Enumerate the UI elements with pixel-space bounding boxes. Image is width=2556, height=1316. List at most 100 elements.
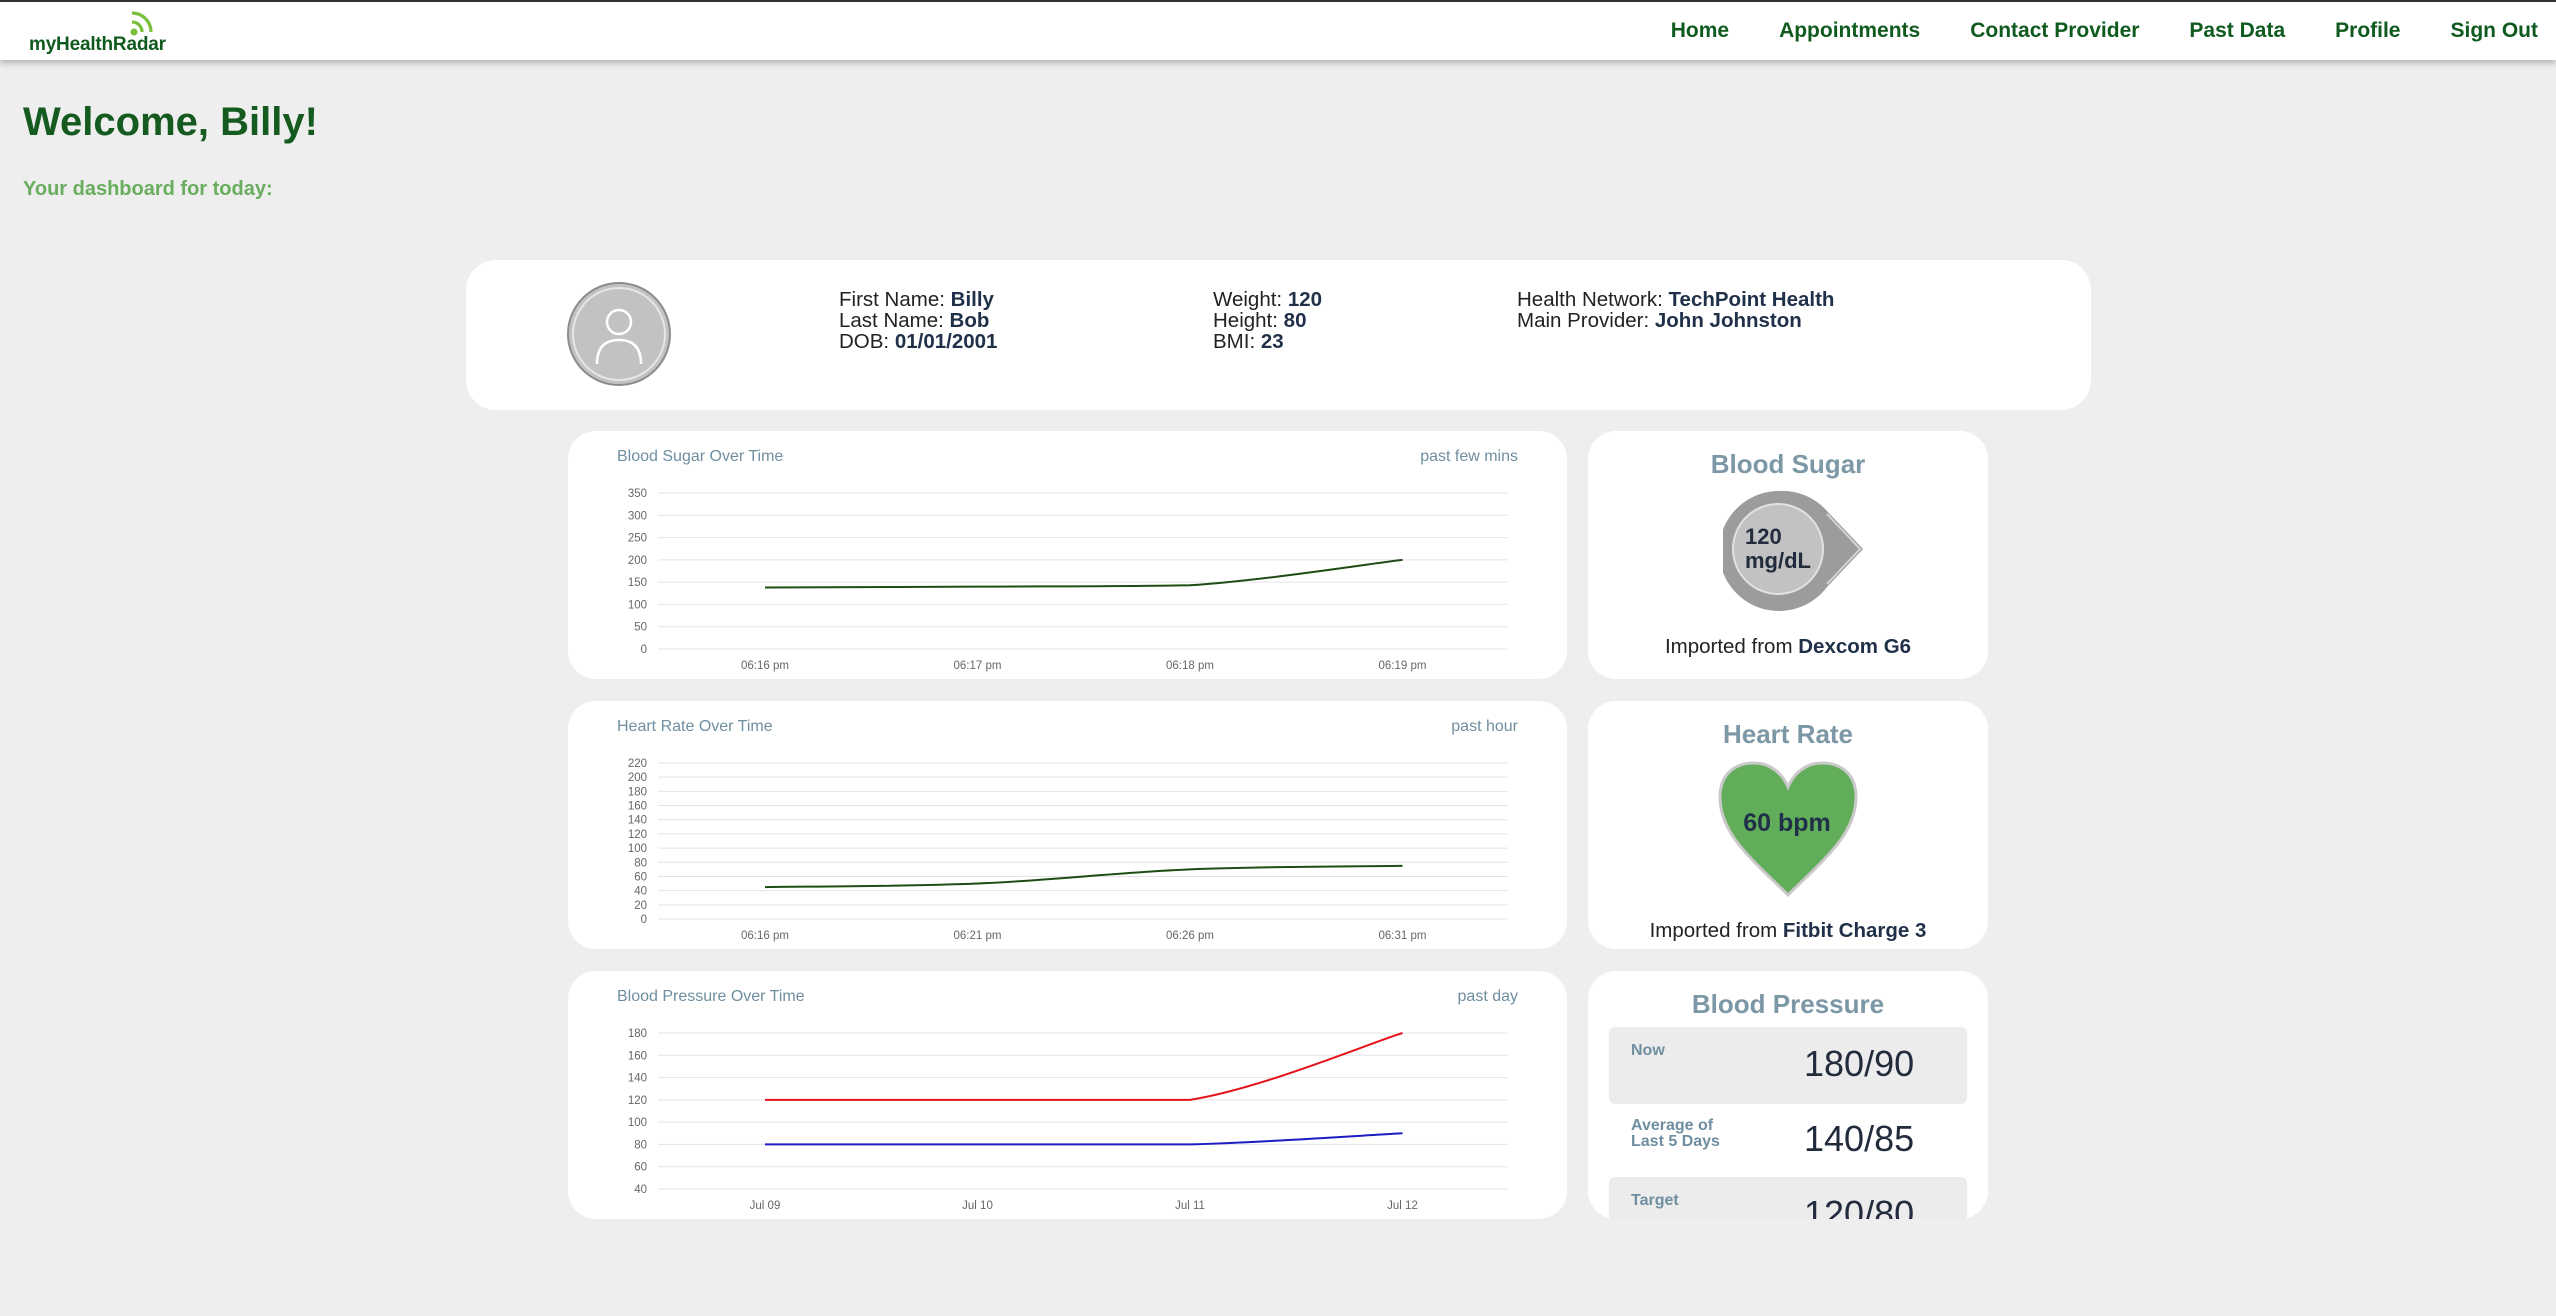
heart-rate-card: Heart Rate 60 bpm Imported from Fitbit C… [1588,701,1988,949]
bp-row-target: Target 120/80 [1609,1177,1967,1219]
bp-row-label: Target [1631,1193,1679,1209]
y-tick-label: 100 [628,599,647,611]
heart-rate-line-chart: 0 20 40 60 80 100 120 140 160 180 200 220 06:16 pm 06… [628,758,1508,942]
y-tick-label: 200 [628,555,647,567]
blood-sugar-value: 120 [1745,524,1782,549]
blood-pressure-title: Blood Pressure [1691,989,1885,1019]
y-tick-label: 0 [641,644,647,656]
chart-range[interactable]: past few mins [1420,448,1518,465]
signal-icon [130,11,153,36]
y-tick-label: 140 [628,1073,647,1085]
blood-sugar-line-chart: 0 50 100 150 200 250 300 350 06:16 pm 06:17 pm 06:… [628,488,1508,672]
provider-label: Main Provider: [1517,309,1650,332]
nav-past-data[interactable]: Past Data [2189,19,2286,42]
chart-title: Heart Rate Over Time [617,718,773,735]
bp-row-average: Average of Last 5 Days 140/85 [1609,1102,1967,1179]
x-tick-label: Jul 09 [750,1200,781,1212]
chart-title: Blood Sugar Over Time [617,448,784,465]
last-name-label: Last Name: [839,309,944,332]
weight-value: 120 [1287,288,1323,311]
y-tick-label: 160 [628,801,647,813]
heart-icon [1718,761,1858,897]
blood-sugar-gauge-icon [1723,490,1863,611]
provider-value: John Johnston [1654,309,1802,332]
blood-sugar-title: Blood Sugar [1710,449,1866,479]
blood-sugar-value-display: 120 mg/dL [1745,525,1811,573]
welcome-heading: Welcome, Billy! [23,100,318,144]
y-tick-label: 140 [628,815,647,827]
bp-row-value: 180/90 [1804,1043,1915,1084]
nav-profile[interactable]: Profile [2335,19,2401,42]
dob-value: 01/01/2001 [894,330,998,353]
avatar [567,282,671,386]
network-label: Health Network: [1517,288,1663,311]
height-value: 80 [1283,309,1307,332]
bp-row-value: 140/85 [1804,1118,1915,1159]
y-tick-label: 100 [628,843,647,855]
blood-pressure-line-chart: 40 60 80 100 120 140 160 180 Jul 09 Jul 10 Jul 11 J… [628,1028,1508,1212]
chart-range[interactable]: past day [1457,988,1518,1005]
y-tick-label: 60 [634,871,647,883]
device-name: Dexcom G6 [1798,635,1912,658]
nav-home[interactable]: Home [1670,19,1730,42]
chart-range[interactable]: past hour [1451,718,1518,735]
blood-sugar-source: Imported from Dexcom G6 [1588,635,1988,659]
dob-label: DOB: [839,330,890,353]
y-tick-label: 350 [628,488,647,500]
blood-sugar-card: Blood Sugar 120 mg/dL Imported from Dexc… [1588,431,1988,679]
y-tick-label: 100 [628,1117,647,1129]
x-tick-label: 06:17 pm [954,660,1002,672]
y-tick-label: 120 [628,1095,647,1107]
y-tick-label: 80 [634,1139,647,1151]
app-name: myHealthRadar [29,34,166,55]
series-line-0 [764,558,1403,589]
bmi-value: 23 [1260,330,1284,353]
y-tick-label: 50 [634,622,647,634]
chart-title: Blood Pressure Over Time [617,988,805,1005]
series-line-0 [765,1032,1403,1101]
y-tick-label: 20 [634,900,647,912]
imported-label: Imported from [1649,919,1778,942]
weight-label: Weight: [1213,288,1283,311]
body-info: Weight: 120 Height: 80 BMI: 23 [1213,289,1322,352]
name-info: First Name: Billy Last Name: Bob DOB: 01… [839,289,997,352]
x-tick-label: 06:16 pm [741,660,789,672]
y-tick-label: 160 [628,1050,647,1062]
nav-appointments[interactable]: Appointments [1779,19,1921,42]
y-tick-label: 60 [634,1162,647,1174]
x-tick-label: 06:18 pm [1166,660,1214,672]
bp-row-label: Now [1631,1043,1665,1059]
bp-label-line: Average of [1631,1117,1714,1134]
dashboard-subtitle: Your dashboard for today: [23,178,273,200]
y-tick-label: 200 [628,772,647,784]
bp-row-value: 120/80 [1804,1193,1915,1219]
blood-sugar-chart-card: Blood Sugar Over Time past few mins 0 50 1… [568,431,1567,679]
first-name-value: Billy [950,288,994,311]
blood-pressure-card: Blood Pressure Now 180/90 Average of Las… [1588,971,1988,1219]
nav-sign-out[interactable]: Sign Out [2450,19,2539,42]
blood-sugar-unit: mg/dL [1745,548,1811,573]
provider-info: Health Network: TechPoint Health Main Pr… [1517,289,1834,331]
y-tick-label: 150 [628,577,647,589]
x-tick-label: 06:21 pm [954,930,1002,942]
bp-row-now: Now 180/90 [1609,1027,1967,1104]
series-line-1 [765,1132,1403,1146]
y-tick-label: 220 [628,758,647,770]
app-logo[interactable]: myHealthRadar [29,8,179,56]
y-tick-label: 180 [628,786,647,798]
x-tick-label: Jul 11 [1175,1200,1205,1212]
imported-label: Imported from [1664,635,1793,658]
nav-contact-provider[interactable]: Contact Provider [1970,19,2140,42]
height-label: Height: [1213,309,1278,332]
bp-row-label: Average of Last 5 Days [1631,1118,1720,1150]
heart-rate-value: 60 bpm [1743,809,1831,837]
bp-label-line: Target [1631,1192,1679,1209]
y-tick-label: 120 [628,829,647,841]
series-line-0 [764,864,1403,889]
y-tick-label: 180 [628,1028,647,1040]
device-name: Fitbit Charge 3 [1782,919,1927,942]
y-tick-label: 250 [628,533,647,545]
bp-label-line: Last 5 Days [1631,1133,1720,1150]
y-tick-label: 40 [634,886,647,898]
last-name-value: Bob [949,309,990,332]
